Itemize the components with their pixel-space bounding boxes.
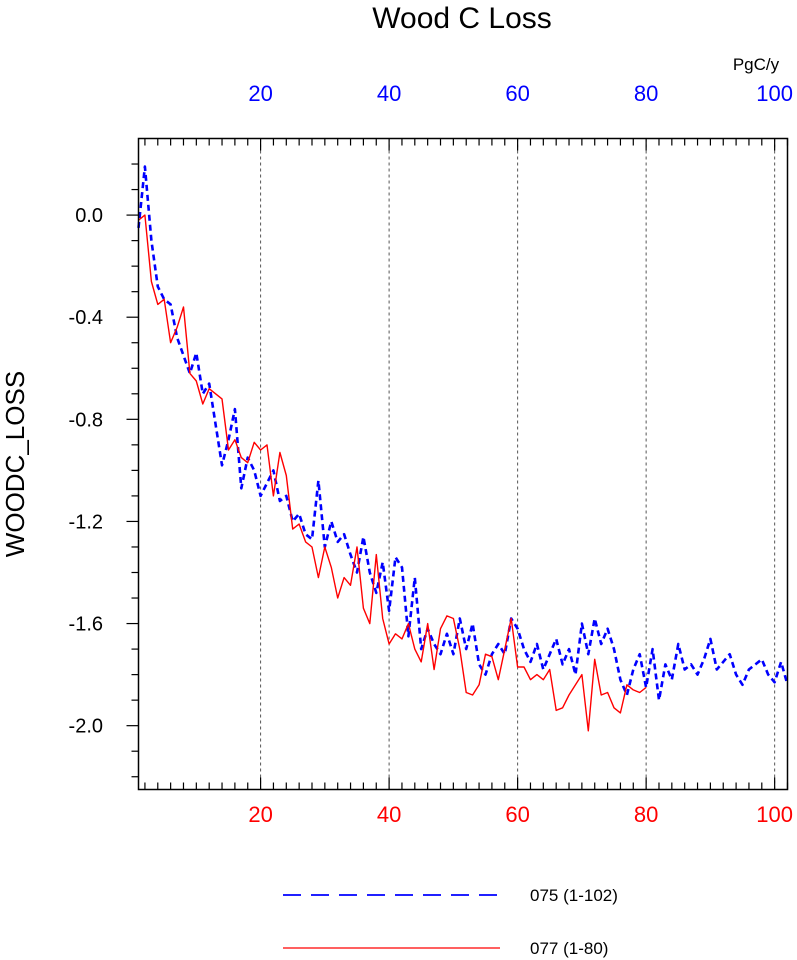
legend-label-2: 077 (1-80) — [530, 939, 608, 958]
legend-label-1: 075 (1-102) — [530, 886, 618, 905]
x-tick-label-top: 20 — [248, 81, 272, 106]
y-tick-label: -1.2 — [69, 511, 103, 533]
x-tick-label-top: 100 — [756, 81, 793, 106]
units-label: PgC/y — [733, 55, 780, 74]
grid — [260, 138, 776, 790]
series-line-2 — [138, 214, 647, 732]
y-tick-label: -1.6 — [69, 614, 103, 636]
y-tick-label: -2.0 — [69, 716, 103, 738]
x-tick-label-bottom: 80 — [634, 802, 658, 827]
x-tick-label-bottom: 100 — [756, 802, 793, 827]
y-tick-label: 0.0 — [75, 205, 103, 227]
x-tick-label-top: 40 — [377, 81, 401, 106]
x-tick-label-bottom: 40 — [377, 802, 401, 827]
series-layer — [137, 165, 789, 732]
y-tick-label: -0.8 — [69, 409, 103, 431]
series-line-1 — [137, 165, 789, 702]
chart-title: Wood C Loss — [372, 2, 552, 35]
ticks: 20 20 40 40 60 60 80 80 100 100 0.0 -0.4 -0.8 -1.2 -1.… — [69, 81, 793, 827]
plot-frame — [137, 137, 789, 791]
x-tick-label-top: 80 — [634, 81, 658, 106]
legend: 075 (1-102) 077 (1-80) — [283, 886, 618, 958]
x-tick-label-top: 60 — [505, 81, 529, 106]
x-tick-label-bottom: 20 — [248, 802, 272, 827]
y-axis-label: WOODC_LOSS — [0, 371, 30, 557]
y-tick-label: -0.4 — [69, 307, 103, 329]
x-tick-label-bottom: 60 — [505, 802, 529, 827]
